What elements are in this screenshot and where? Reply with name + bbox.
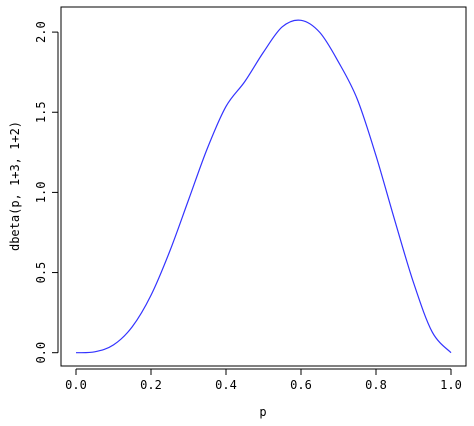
x-axis: 0.0 0.2 0.4 0.6 0.8 1.0 xyxy=(65,368,462,392)
x-axis-label: p xyxy=(259,405,266,419)
x-tick-label: 0.2 xyxy=(140,378,162,392)
y-axis-label: dbeta(p, 1+3, 1+2) xyxy=(8,121,22,251)
plot-frame xyxy=(60,6,467,367)
x-tick-label: 0.0 xyxy=(65,378,87,392)
density-curve xyxy=(75,19,452,354)
y-tick-label: 1.0 xyxy=(34,182,48,204)
x-tick-label: 0.8 xyxy=(365,378,387,392)
y-axis: 0.0 0.5 1.0 1.5 2.0 xyxy=(34,21,59,364)
y-tick-label: 0.5 xyxy=(34,262,48,284)
x-tick-label: 0.6 xyxy=(290,378,312,392)
y-tick-label: 0.0 xyxy=(34,342,48,364)
y-tick-label: 1.5 xyxy=(34,101,48,123)
x-tick-label: 1.0 xyxy=(440,378,462,392)
y-tick-label: 2.0 xyxy=(34,21,48,43)
x-tick-label: 0.4 xyxy=(215,378,237,392)
